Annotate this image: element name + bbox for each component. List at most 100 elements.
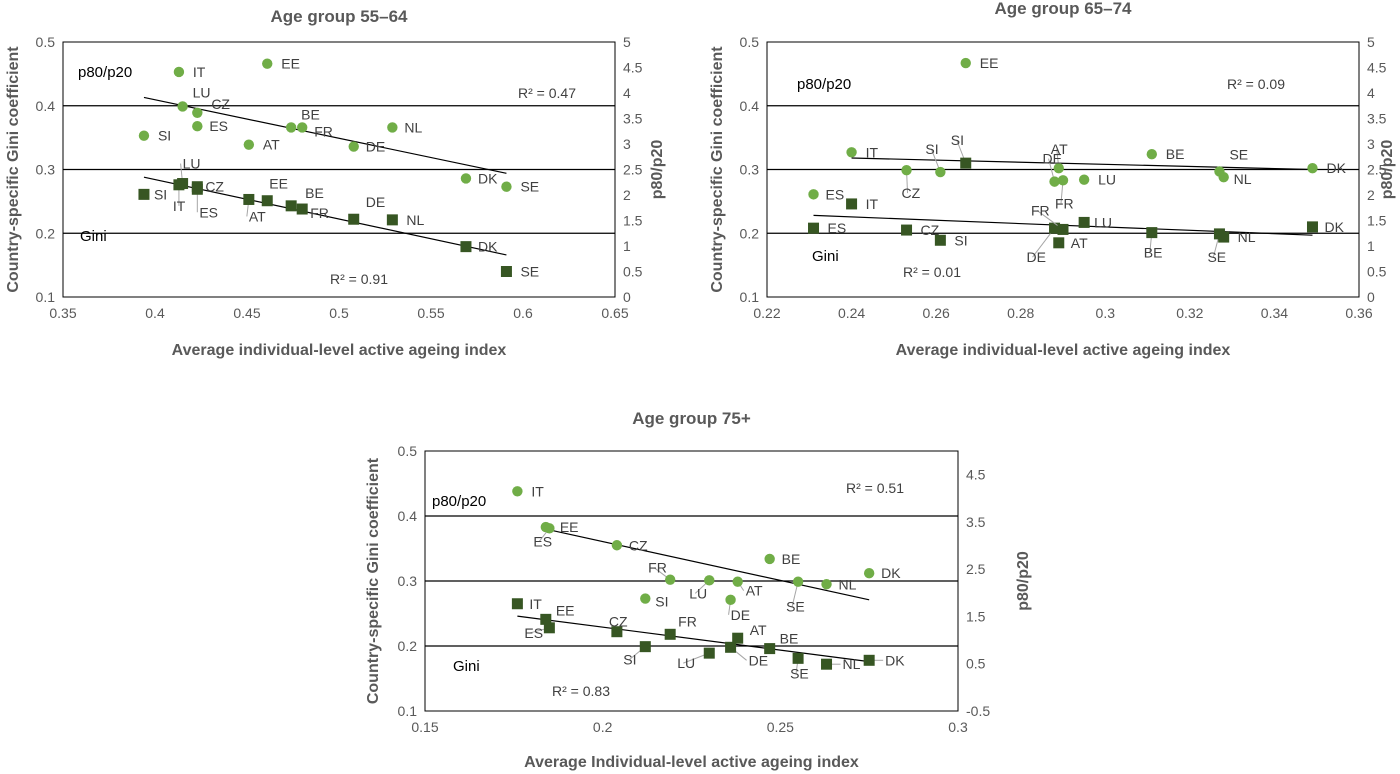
point-label: SE: [1229, 146, 1248, 162]
y2-tick-label: 3: [1367, 136, 1375, 152]
point-label: FR: [1031, 202, 1050, 218]
point-label: LU: [183, 156, 201, 172]
series-name: Gini: [453, 658, 480, 675]
point-circle-fr: [1057, 175, 1069, 186]
y-tick-label: 0.5: [740, 34, 760, 50]
series-name: p80/p20: [797, 76, 851, 93]
point-label: BE: [305, 185, 324, 201]
x-tick-label: 0.4: [145, 305, 165, 321]
point-square-es: [808, 222, 820, 234]
y2-tick-label: 0.5: [623, 264, 643, 280]
y2-tick-label: 4: [1367, 85, 1375, 101]
point-label: CZ: [921, 222, 940, 238]
y-tick-label: 0.4: [398, 508, 418, 524]
y-tick-label: 0.2: [740, 225, 760, 241]
y2-tick-label: 4.5: [1367, 60, 1387, 76]
y2-tick-label: 4: [623, 85, 631, 101]
y2-axis-label: p80/p20: [1015, 551, 1032, 611]
x-tick-label: 0.6: [513, 305, 533, 321]
point-square-at: [243, 193, 255, 205]
x-tick-label: 0.22: [753, 305, 780, 321]
point-label: NL: [839, 576, 857, 592]
point-label: IT: [173, 198, 186, 214]
y2-tick-label: 1.5: [623, 213, 643, 229]
r-squared-label: R² = 0.91: [330, 271, 388, 287]
point-square-es: [191, 183, 203, 195]
y-tick-label: 0.5: [36, 34, 56, 50]
point-label: SE: [790, 665, 809, 681]
point-label: DK: [885, 652, 905, 668]
x-axis-label: Average Individual-level active ageing i…: [524, 754, 859, 771]
point-square-at: [732, 632, 744, 644]
point-label: DK: [1326, 160, 1346, 176]
point-circle-it: [173, 66, 185, 78]
point-square-cz: [611, 626, 623, 638]
point-square-it: [173, 179, 185, 191]
x-tick-label: 0.3: [1096, 305, 1116, 321]
point-circle-at: [1053, 163, 1064, 174]
x-tick-label: 0.55: [417, 305, 444, 321]
r-squared-label: R² = 0.01: [903, 264, 961, 280]
series-name: p80/p20: [432, 493, 486, 510]
point-label: ES: [209, 118, 228, 134]
x-tick-label: 0.35: [49, 305, 76, 321]
point-square-be: [285, 200, 297, 212]
point-square-dk: [863, 654, 875, 666]
point-circle-cz: [901, 164, 912, 176]
point-square-fr: [296, 203, 308, 215]
point-label: EE: [556, 602, 575, 618]
y2-tick-label: 3.5: [623, 111, 643, 127]
point-circle-lu: [1078, 174, 1090, 185]
point-circle-at: [243, 139, 255, 150]
point-label: NL: [1234, 171, 1252, 187]
point-square-nl: [386, 214, 398, 226]
point-label: BE: [301, 106, 320, 122]
point-square-se: [500, 266, 512, 277]
point-circle-se: [792, 576, 804, 587]
point-square-cz: [901, 224, 913, 236]
point-label: DE: [1027, 249, 1046, 265]
y2-tick-label: 2.5: [966, 561, 986, 577]
point-square-de: [1049, 222, 1061, 234]
y2-axis-label: p80/p20: [1379, 140, 1396, 200]
point-label: SE: [520, 264, 539, 280]
point-circle-dk: [863, 568, 875, 579]
y2-tick-label: 4.5: [623, 60, 643, 76]
point-circle-fr: [297, 122, 308, 133]
point-square-fr: [1057, 223, 1069, 235]
y-tick-label: 0.2: [398, 638, 418, 654]
point-square-nl: [821, 658, 833, 670]
point-circle-cz: [611, 540, 623, 551]
y2-tick-label: 0.5: [966, 656, 986, 672]
point-label: DE: [366, 194, 385, 210]
y2-axis-label: p80/p20: [649, 140, 666, 200]
point-square-si: [639, 641, 651, 653]
point-label: AT: [750, 622, 767, 638]
point-label: LU: [689, 585, 707, 601]
point-label: CZ: [211, 96, 230, 112]
chart-title: Age group 55–64: [271, 7, 409, 26]
y-tick-label: 0.4: [36, 98, 56, 114]
point-label: BE: [1166, 146, 1185, 162]
point-label: ES: [828, 220, 847, 236]
point-circle-it: [846, 147, 857, 158]
y-tick-label: 0.3: [398, 573, 418, 589]
y2-tick-label: 5: [1367, 34, 1375, 50]
point-label: SE: [520, 179, 539, 195]
y2-tick-label: 1: [623, 238, 631, 254]
point-label: CZ: [609, 614, 628, 630]
point-label: LU: [193, 84, 211, 100]
series-name: p80/p20: [78, 64, 132, 81]
y-tick-label: 0.3: [740, 162, 760, 178]
point-square-be: [1146, 227, 1158, 239]
point-label: ES: [826, 186, 845, 202]
x-tick-label: 0.15: [411, 719, 438, 735]
point-circle-de: [725, 594, 736, 606]
point-label: FR: [678, 613, 697, 629]
point-circle-si: [935, 166, 946, 178]
x-axis-label: Average individual-level active ageing i…: [172, 342, 507, 359]
y2-tick-label: 1.5: [1367, 213, 1387, 229]
y-axis-label: Country-specific Gini coefficient: [365, 457, 382, 704]
point-label: EE: [269, 176, 288, 192]
